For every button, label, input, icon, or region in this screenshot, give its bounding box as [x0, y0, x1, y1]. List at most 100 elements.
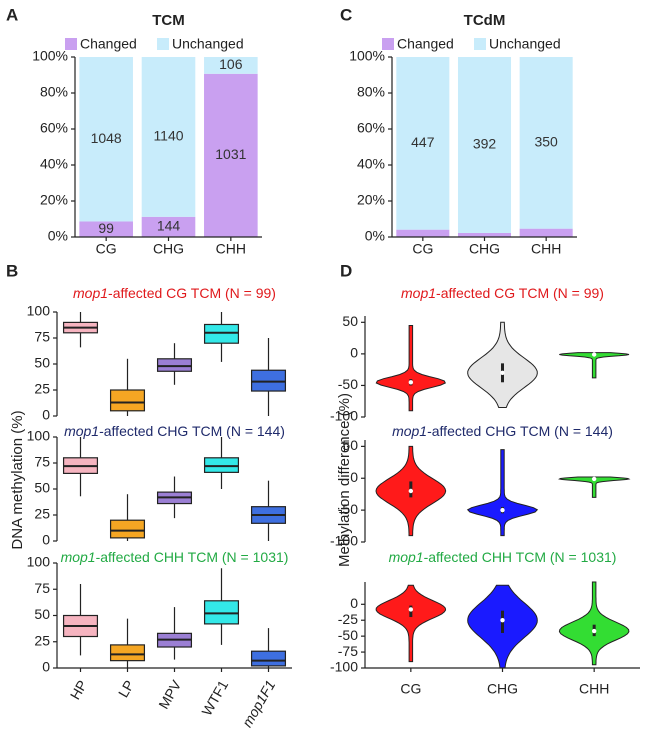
y-tick-label: 20%	[357, 192, 385, 208]
panel-label: B	[6, 261, 18, 280]
title-rest: -affected CHG TCM (N = 144)	[427, 423, 613, 439]
y-tick-label: -50	[338, 501, 358, 517]
x-tick-label: CG	[96, 241, 117, 257]
panel-label: A	[6, 5, 18, 24]
title-rest: -affected CHG TCM (N = 144)	[99, 423, 285, 439]
legend-label: Unchanged	[172, 36, 244, 52]
y-tick-label: 40%	[40, 156, 68, 172]
violin	[375, 325, 446, 412]
median-dot	[408, 488, 414, 494]
bar-segment	[396, 229, 450, 237]
legend-swatch	[65, 38, 77, 50]
data-label: 1048	[91, 130, 122, 146]
box	[109, 519, 146, 539]
title-rest: -affected CG TCM (N = 99)	[108, 285, 276, 301]
y-tick-label: -100	[330, 533, 358, 549]
subplot-title: mop1-affected CHH TCM (N = 1031)	[389, 549, 617, 565]
y-tick-label: 75	[34, 454, 50, 470]
bar-segment	[396, 57, 450, 230]
bar-segment	[457, 232, 512, 237]
y-tick-label: 50	[34, 355, 50, 371]
data-label: 106	[219, 56, 243, 72]
x-tick-label: MPV	[155, 677, 184, 712]
median-dot	[591, 476, 597, 482]
median-dot	[408, 380, 414, 385]
violin	[559, 352, 630, 379]
median-dot	[500, 618, 505, 623]
y-tick-label: 100	[27, 554, 51, 570]
legend-swatch	[382, 38, 394, 50]
box	[203, 323, 240, 344]
x-tick-label: CHG	[469, 241, 500, 257]
y-tick-label: 100%	[349, 48, 385, 64]
title-rest: -affected CG TCM (N = 99)	[436, 285, 604, 301]
x-tick-label: CHG	[487, 681, 518, 697]
legend-label: Changed	[397, 36, 454, 52]
data-label: 1140	[153, 128, 183, 144]
title-italic: mop1	[64, 423, 99, 439]
x-tick-label: CG	[400, 681, 421, 697]
subplot-title: mop1-affected CHG TCM (N = 144)	[392, 423, 613, 439]
median-dot	[591, 352, 597, 357]
box	[250, 369, 287, 392]
y-tick-label: 50	[34, 606, 50, 622]
subplot-title: mop1-affected CHH TCM (N = 1031)	[61, 549, 289, 565]
y-tick-label: 0	[350, 595, 358, 611]
bar-segment	[141, 57, 196, 217]
y-tick-label: -25	[338, 611, 358, 627]
box	[203, 600, 240, 625]
y-tick-label: 75	[34, 329, 50, 345]
title-rest: -affected CHH TCM (N = 1031)	[96, 549, 289, 565]
bar-segment	[519, 228, 573, 237]
y-tick-label: 0%	[48, 228, 68, 244]
bar-segment	[519, 57, 573, 229]
y-tick-label: -50	[338, 376, 358, 392]
y-tick-label: 25	[34, 506, 50, 522]
x-tick-label: CG	[412, 241, 433, 257]
y-tick-label: 100%	[32, 48, 68, 64]
panel-label: C	[340, 5, 352, 24]
data-label: 350	[534, 134, 558, 150]
x-tick-label: CHH	[531, 241, 561, 257]
legend-label: Changed	[80, 36, 137, 52]
y-tick-label: 100	[27, 428, 51, 444]
title-italic: mop1	[401, 285, 436, 301]
median-dot	[408, 607, 414, 612]
bar-segment	[79, 57, 133, 222]
x-tick-label: CHH	[579, 681, 609, 697]
title-rest: -affected CHH TCM (N = 1031)	[424, 549, 617, 565]
y-tick-label: 40%	[357, 156, 385, 172]
y-tick-label: 60%	[357, 120, 385, 136]
y-tick-label: 0	[350, 469, 358, 485]
title-italic: mop1	[392, 423, 427, 439]
x-tick-label: CHG	[153, 241, 184, 257]
bar-segment	[457, 57, 512, 233]
chart-title: TCdM	[464, 12, 506, 29]
bar-segment	[204, 57, 258, 74]
y-tick-label: 0	[42, 532, 50, 548]
y-tick-label: 50	[342, 313, 358, 329]
median-dot	[500, 507, 505, 513]
bar-segment	[141, 216, 196, 237]
chart-title: TCM	[152, 12, 185, 29]
y-tick-label: 75	[34, 580, 50, 596]
y-tick-label: 80%	[357, 84, 385, 100]
box	[156, 358, 193, 372]
y-tick-label: 0	[42, 659, 50, 675]
x-tick-label: LP	[115, 677, 137, 700]
box	[109, 644, 146, 662]
title-italic: mop1	[389, 549, 424, 565]
subplot-title: mop1-affected CG TCM (N = 99)	[401, 285, 604, 301]
data-label: 1031	[215, 146, 246, 162]
violin	[558, 581, 630, 666]
bar-segment	[79, 221, 133, 237]
subplot-title: mop1-affected CHG TCM (N = 144)	[64, 423, 285, 439]
data-label: 144	[157, 218, 181, 234]
y-tick-label: 0	[350, 345, 358, 361]
x-tick-label: HP	[67, 677, 91, 702]
bar-segment	[204, 73, 258, 237]
violin	[375, 584, 447, 663]
box	[250, 650, 287, 667]
y-tick-label: 100	[27, 303, 51, 319]
